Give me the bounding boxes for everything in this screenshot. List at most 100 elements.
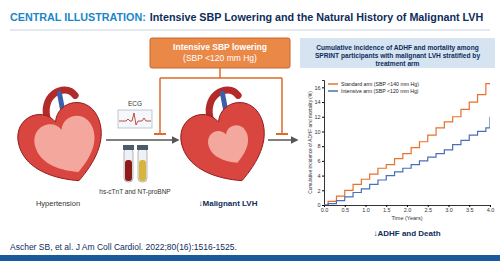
outcome-arrow <box>268 139 297 141</box>
footer-bar <box>0 255 500 261</box>
intervention-text: (SBP <120 mm Hg) <box>183 53 257 63</box>
y-tick: 10 <box>314 129 324 135</box>
legend-label: Standard arm (SBP <140 mm Hg) <box>341 81 419 87</box>
heart-malignant-lvh <box>170 82 278 195</box>
x-tick-label: 1.0 <box>362 207 370 213</box>
y-tick-mark <box>322 205 324 206</box>
y-tick: 8 <box>317 143 324 149</box>
progression-arrow <box>106 139 178 141</box>
y-tick-mark <box>322 87 324 88</box>
biomarker-label: hs-cTnT and NT-proBNP <box>99 188 170 196</box>
x-tick-label: 3.5 <box>466 207 474 213</box>
x-tick-label: 2.0 <box>404 207 412 213</box>
ecg-frame <box>118 110 152 128</box>
y-tick: 14 <box>314 99 324 105</box>
y-tick: 12 <box>314 114 324 120</box>
myocardium <box>175 97 278 195</box>
legend-swatch <box>328 90 338 92</box>
y-tick-label: 14 <box>314 99 320 105</box>
series-line <box>324 84 490 205</box>
ecg-trace <box>119 113 151 125</box>
y-tick-label: 0 <box>317 202 320 208</box>
intervention-box <box>150 38 290 68</box>
chart-title-line: Cumulative incidence of ADHF and mortali… <box>316 44 478 52</box>
plot-area <box>324 84 490 205</box>
ecg-label: ECG <box>128 100 142 107</box>
y-tick-mark <box>322 176 324 177</box>
y-tick-label: 12 <box>314 114 320 120</box>
x-tick: 0.0 <box>321 205 329 213</box>
y-tick: 0 <box>317 202 324 208</box>
chart-title-line: treatment arm <box>376 60 420 67</box>
y-tick-label: 4 <box>317 173 320 179</box>
heart-body <box>7 82 115 195</box>
tube-sample <box>139 160 146 181</box>
x-axis-title: Time (Years) <box>391 215 422 221</box>
x-tick: 1.0 <box>362 205 370 213</box>
start-label: Hypertension <box>36 199 80 208</box>
end-label: ↓Malignant LVH <box>199 199 258 208</box>
x-tick-label: 0.0 <box>321 207 329 213</box>
y-tick: 2 <box>317 188 324 194</box>
x-tick-label: 2.5 <box>424 207 432 213</box>
axis-line <box>322 81 325 206</box>
tube-glass <box>124 148 133 182</box>
header: CENTRAL ILLUSTRATION: Intensive SBP Lower… <box>10 11 483 23</box>
x-tick-label: 1.5 <box>383 207 391 213</box>
chart-title-line: SPRINT participants with malignant LVH s… <box>315 52 480 60</box>
y-tick-mark <box>322 161 324 162</box>
ventricle-cavity <box>205 122 255 169</box>
legend-label: Intensive arm (SBP <120 mm Hg) <box>341 88 419 94</box>
header-title: Intensive SBP Lowering and the Natural H… <box>150 11 484 23</box>
y-tick-label: 16 <box>314 85 320 91</box>
chart-title-box <box>300 38 495 68</box>
tube-cap <box>123 145 134 150</box>
y-tick-label: 10 <box>314 129 320 135</box>
x-tick: 2.5 <box>424 205 432 213</box>
x-tick-label: 4.0 <box>487 207 495 213</box>
y-tick: 6 <box>317 158 324 164</box>
x-tick: 0.5 <box>341 205 349 213</box>
citation: Ascher SB, et al. J Am Coll Cardiol. 202… <box>10 242 237 252</box>
chart-title: Cumulative incidence of ADHF and mortali… <box>315 44 480 67</box>
x-tick-label: 3.0 <box>445 207 453 213</box>
y-tick-mark <box>322 117 324 118</box>
y-tick: 4 <box>317 173 324 179</box>
y-tick-mark <box>322 146 324 147</box>
header-label: CENTRAL ILLUSTRATION: <box>10 11 146 23</box>
y-tick-label: 8 <box>317 143 320 149</box>
outcome-label: ↓ADHF and Death <box>373 229 440 238</box>
x-axis: 0.0 0.5 1.0 1.5 2.0 2.5 3.0 3.5 4.0 <box>321 205 495 213</box>
y-tick-label: 2 <box>317 188 320 194</box>
blood-tube <box>123 145 134 182</box>
x-tick: 2.0 <box>404 205 412 213</box>
inhibitor-bar <box>154 133 288 135</box>
y-axis-title: Cumulative incidence of ADHF and mortali… <box>308 91 313 194</box>
inhibitor-bracket <box>160 68 282 133</box>
x-tick-label: 0.5 <box>341 207 349 213</box>
legend: Standard arm (SBP <140 mm Hg)Intensive a… <box>328 81 419 94</box>
myocardium <box>12 97 115 195</box>
y-tick-mark <box>322 131 324 132</box>
blood-tube <box>137 145 148 182</box>
legend-swatch <box>328 83 338 85</box>
x-tick: 4.0 <box>487 205 495 213</box>
heart-hypertension <box>7 82 115 195</box>
ventricle-cavity <box>30 111 104 182</box>
y-tick-label: 6 <box>317 158 320 164</box>
y-tick-mark <box>322 102 324 103</box>
tube-glass <box>138 148 147 182</box>
intervention-text: Intensive SBP lowering <box>173 42 267 52</box>
tube-cap <box>137 145 148 150</box>
heart-body <box>170 82 278 195</box>
y-tick-mark <box>322 190 324 191</box>
diagram: Intensive SBP lowering(SBP <120 mm Hg) EC… <box>7 38 297 208</box>
header-rule <box>10 30 490 31</box>
central-illustration: CENTRAL ILLUSTRATION: Intensive SBP Lower… <box>0 0 500 261</box>
y-axis: 0 2 4 6 8 10 12 14 16 <box>314 81 324 209</box>
tube-sample <box>125 160 132 181</box>
y-tick: 16 <box>314 85 324 91</box>
series-line <box>324 117 490 205</box>
x-tick: 3.0 <box>445 205 453 213</box>
x-tick: 1.5 <box>383 205 391 213</box>
